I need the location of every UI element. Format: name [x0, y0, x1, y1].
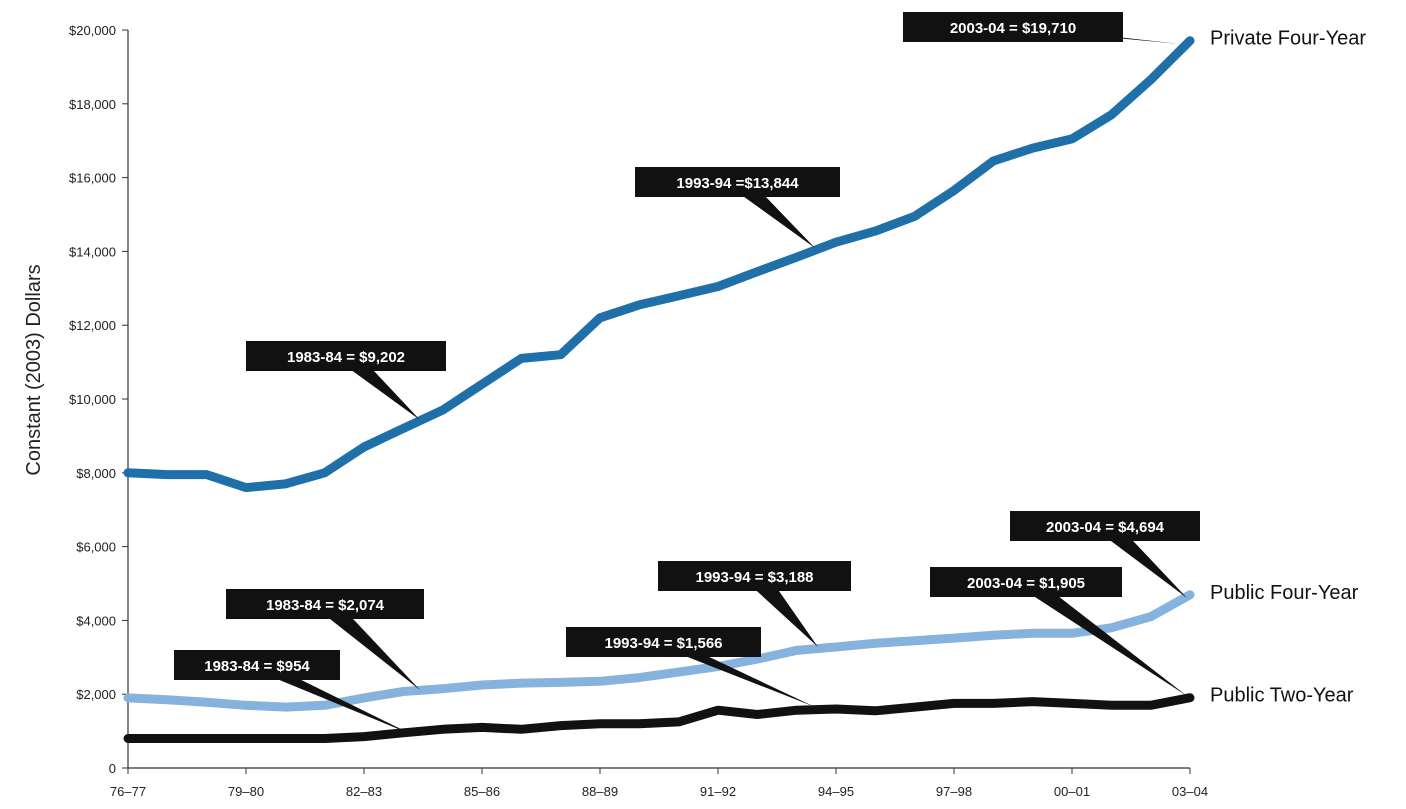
callout-box — [903, 12, 1123, 42]
y-tick-label: $6,000 — [76, 540, 116, 555]
callouts: 2003-04 = $19,710 1993-94 =$13,844 1983-84… — [174, 12, 1200, 735]
series-labels: Private Four-Year Public Four-Year Public … — [1210, 28, 1366, 707]
series-label: Private Four-Year — [1210, 28, 1366, 50]
series-line-public-four-year — [123, 590, 1195, 712]
y-axis-label: Constant (2003) Dollars — [23, 264, 45, 475]
callout-box — [930, 567, 1122, 597]
x-tick-label: 00–01 — [1054, 784, 1090, 799]
x-tick-label: 85–86 — [464, 784, 500, 799]
series-label: Public Two-Year — [1210, 685, 1354, 707]
y-tick-label: $16,000 — [69, 171, 116, 186]
callout-label: 2003-04 = $19,710 — [950, 20, 1076, 37]
callout: 1993-94 = $1,566 — [566, 627, 815, 707]
callout-label: 1993-94 =$13,844 — [676, 175, 799, 192]
x-tick-label: 88–89 — [582, 784, 618, 799]
y-tick-label: $4,000 — [76, 613, 116, 628]
callout-label: 1983-84 = $9,202 — [287, 349, 405, 366]
callout-box — [566, 627, 761, 657]
x-tick-label: 97–98 — [936, 784, 972, 799]
series-label: Public Four-Year — [1210, 582, 1359, 604]
callout: 2003-04 = $1,905 — [930, 567, 1187, 696]
callout-box — [246, 341, 446, 371]
series-line-private-four-year — [123, 36, 1195, 493]
callout: 1993-94 =$13,844 — [635, 167, 840, 248]
callout-box — [1010, 511, 1200, 541]
y-tick-label: $2,000 — [76, 687, 116, 702]
y-tick-label: $12,000 — [69, 318, 116, 333]
y-tick-label: $14,000 — [69, 244, 116, 259]
callout-box — [226, 589, 424, 619]
callout: 1983-84 = $9,202 — [246, 341, 446, 420]
callout-pointer — [649, 642, 815, 707]
callout: 1983-84 = $2,074 — [226, 589, 424, 690]
y-tick-label: $8,000 — [76, 466, 116, 481]
x-tick-label: 91–92 — [700, 784, 736, 799]
callout-pointer — [740, 576, 818, 647]
callout-label: 2003-04 = $4,694 — [1046, 519, 1165, 536]
x-tick-label: 03–04 — [1172, 784, 1208, 799]
x-tick-label: 76–77 — [110, 784, 146, 799]
series-line-public-two-year — [123, 693, 1195, 743]
y-tick-label: $20,000 — [69, 23, 116, 38]
y-tick-label: 0 — [109, 761, 116, 776]
y-tick-label: $18,000 — [69, 97, 116, 112]
y-tick-label: $10,000 — [69, 392, 116, 407]
callout-pointer — [723, 182, 815, 248]
callout-pointer — [1091, 526, 1187, 598]
callout-label: 1983-84 = $954 — [204, 658, 310, 675]
callout-box — [635, 167, 840, 197]
callout-pointer — [1012, 582, 1187, 696]
callout-label: 1993-94 = $3,188 — [695, 569, 813, 586]
callout-box — [174, 650, 340, 680]
callout: 1983-84 = $954 — [174, 650, 413, 735]
x-tick-label: 94–95 — [818, 784, 854, 799]
callout: 1993-94 = $3,188 — [658, 561, 851, 647]
callout-pointer — [243, 665, 413, 735]
callout-label: 1993-94 = $1,566 — [604, 635, 722, 652]
callout-pointer — [332, 356, 420, 420]
callout-label: 1983-84 = $2,074 — [266, 597, 385, 614]
axes: 0 $2,000 $4,000 $6,000 $8,000 $10,000 $12,000 $… — [69, 23, 1208, 799]
series-lines — [123, 36, 1195, 743]
x-tick-label: 82–83 — [346, 784, 382, 799]
callout: 2003-04 = $4,694 — [1010, 511, 1200, 598]
callout: 2003-04 = $19,710 — [903, 12, 1180, 44]
callout-pointer — [311, 604, 420, 690]
callout-box — [658, 561, 851, 591]
x-tick-label: 79–80 — [228, 784, 264, 799]
callout-label: 2003-04 = $1,905 — [967, 575, 1085, 592]
